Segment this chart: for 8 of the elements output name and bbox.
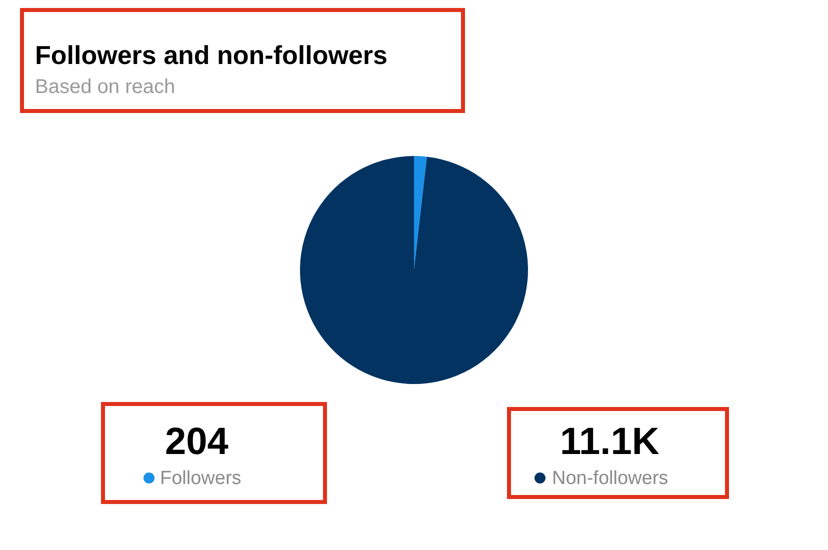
pie-slice (414, 156, 427, 270)
legend-label: Followers (160, 468, 242, 489)
chart-title: Followers and non-followers (35, 40, 388, 70)
data-label: 11.1K (560, 421, 660, 463)
pie-slice (300, 156, 528, 384)
chart-subtitle: Based on reach (35, 76, 176, 98)
legend-label: Non-followers (552, 468, 668, 489)
data-label: 204 (165, 421, 228, 463)
